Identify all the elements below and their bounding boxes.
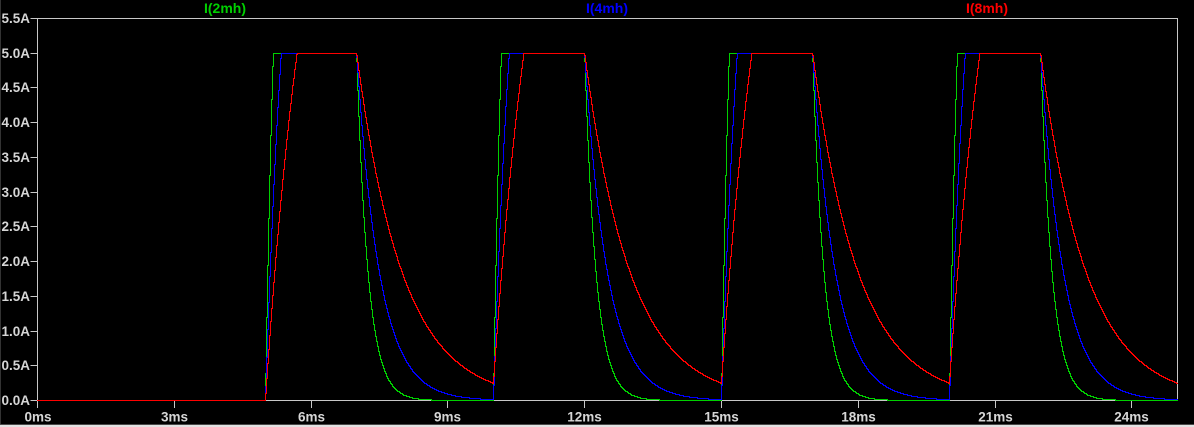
svg-text:9ms: 9ms: [434, 409, 461, 424]
svg-text:I(8mh): I(8mh): [966, 0, 1008, 16]
svg-text:I(2mh): I(2mh): [204, 0, 246, 16]
svg-text:2.5A: 2.5A: [1, 219, 30, 234]
svg-text:1.0A: 1.0A: [1, 324, 30, 339]
svg-text:0ms: 0ms: [24, 409, 51, 424]
svg-text:4.0A: 4.0A: [1, 115, 30, 130]
svg-text:3ms: 3ms: [161, 409, 188, 424]
svg-text:2.0A: 2.0A: [1, 254, 30, 269]
svg-text:3.0A: 3.0A: [1, 185, 30, 200]
svg-text:5.0A: 5.0A: [1, 46, 30, 61]
svg-text:0.5A: 0.5A: [1, 358, 30, 373]
svg-text:12ms: 12ms: [567, 409, 602, 424]
svg-text:1.5A: 1.5A: [1, 289, 30, 304]
svg-text:21ms: 21ms: [978, 409, 1013, 424]
svg-text:15ms: 15ms: [704, 409, 739, 424]
svg-text:I(4mh): I(4mh): [586, 0, 628, 16]
svg-text:18ms: 18ms: [841, 409, 876, 424]
svg-text:6ms: 6ms: [298, 409, 325, 424]
svg-text:0.0A: 0.0A: [1, 393, 30, 408]
svg-text:5.5A: 5.5A: [1, 11, 30, 26]
svg-text:24ms: 24ms: [1114, 409, 1149, 424]
svg-text:3.5A: 3.5A: [1, 150, 30, 165]
svg-text:4.5A: 4.5A: [1, 80, 30, 95]
